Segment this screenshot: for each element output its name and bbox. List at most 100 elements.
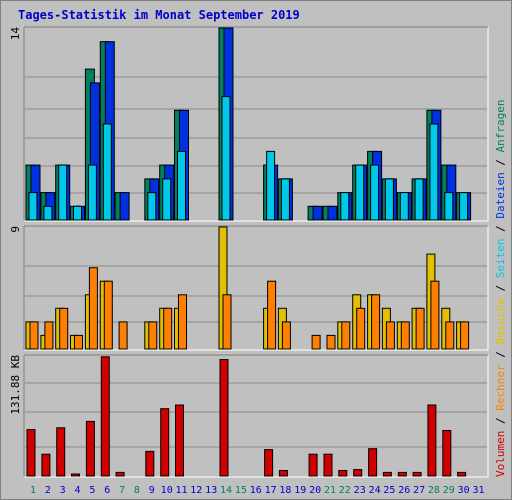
bar-volumen-day-29 [442, 430, 452, 477]
x-tick-day-6: 6 [104, 485, 110, 496]
bar-rechner-day-22 [341, 321, 351, 350]
x-tick-day-16: 16 [250, 485, 262, 496]
x-tick-day-17: 17 [265, 485, 277, 496]
bar-rechner-day-26 [400, 321, 410, 350]
bar-seiten-day-2 [43, 205, 53, 221]
bar-volumen-day-26 [397, 471, 407, 477]
x-tick-day-28: 28 [428, 485, 440, 496]
x-tick-day-20: 20 [309, 485, 321, 496]
legend-item-9: / [494, 152, 507, 172]
x-tick-day-22: 22 [339, 485, 351, 496]
bar-rechner-day-9 [148, 321, 158, 350]
bar-seiten-day-11 [177, 150, 186, 221]
bar-volumen-day-11 [175, 404, 184, 477]
bar-dateien-day-20 [312, 205, 323, 221]
bar-volumen-day-9 [145, 450, 155, 477]
bar-rechner-day-7 [118, 321, 128, 350]
x-tick-day-7: 7 [119, 485, 125, 496]
bar-seiten-day-9 [147, 192, 157, 221]
x-tick-day-13: 13 [205, 485, 217, 496]
bar-seiten-day-10 [162, 178, 172, 221]
bar-volumen-day-2 [41, 453, 51, 477]
bottom-max-label: 131.88 KB [9, 355, 22, 415]
bar-seiten-day-3 [58, 164, 68, 221]
x-tick-day-26: 26 [398, 485, 410, 496]
bar-seiten-day-4 [73, 205, 82, 221]
x-tick-day-19: 19 [294, 485, 306, 496]
bar-seiten-day-5 [87, 164, 97, 221]
bar-seiten-day-14 [221, 96, 231, 221]
bar-volumen-day-7 [115, 471, 125, 477]
bar-volumen-day-24 [368, 448, 378, 477]
chart-title: Tages-Statistik im Monat September 2019 [18, 8, 300, 22]
legend-item-6: Seiten [494, 239, 507, 279]
bar-rechner-day-25 [385, 321, 395, 350]
bar-volumen-day-30 [457, 471, 467, 477]
legend-item-5: / [494, 278, 507, 298]
bar-volumen-day-10 [160, 408, 170, 477]
bar-volumen-day-20 [308, 453, 318, 477]
bar-rechner-day-27 [415, 307, 425, 350]
legend-item-7: / [494, 219, 507, 239]
bar-rechner-day-18 [281, 321, 291, 350]
bar-seiten-day-26 [399, 192, 409, 221]
bar-seiten-day-6 [102, 123, 112, 221]
bar-volumen-day-17 [264, 449, 274, 477]
bar-rechner-day-4 [74, 334, 83, 350]
bar-volumen-day-21 [323, 453, 333, 477]
legend-item-10: Anfragen [494, 99, 507, 152]
top-max-label: 14 [9, 27, 22, 41]
bar-volumen-day-1 [26, 429, 36, 477]
legend-item-8: Dateien [494, 172, 507, 218]
bar-volumen-day-27 [412, 471, 422, 477]
x-tick-day-30: 30 [458, 485, 470, 496]
x-tick-day-27: 27 [413, 485, 425, 496]
bar-volumen-day-3 [56, 427, 66, 477]
bar-seiten-day-28 [429, 123, 439, 221]
x-tick-day-1: 1 [30, 485, 36, 496]
bar-seiten-day-27 [414, 178, 424, 221]
bar-rechner-day-21 [326, 334, 336, 350]
bar-seiten-day-18 [280, 178, 290, 221]
bar-seiten-day-24 [370, 164, 380, 221]
bar-volumen-day-6 [100, 356, 110, 477]
bar-volumen-day-4 [71, 473, 80, 477]
bar-rechner-day-5 [88, 267, 98, 350]
x-tick-day-11: 11 [175, 485, 187, 496]
legend-item-4: Besuche [494, 298, 507, 344]
x-tick-day-21: 21 [324, 485, 336, 496]
bar-seiten-day-29 [444, 192, 454, 221]
bar-volumen-day-28 [427, 404, 437, 477]
x-tick-day-31: 31 [472, 485, 484, 496]
bar-rechner-day-2 [44, 321, 54, 350]
bar-rechner-day-24 [371, 294, 381, 350]
legend-item-2: Rechner [494, 364, 507, 411]
bar-rechner-day-3 [59, 307, 69, 350]
bar-rechner-day-28 [430, 280, 440, 350]
bar-rechner-day-11 [178, 294, 187, 350]
x-tick-day-4: 4 [74, 485, 80, 496]
legend-item-1: / [494, 411, 507, 431]
bar-volumen-day-22 [338, 470, 348, 477]
bar-volumen-day-5 [85, 420, 95, 477]
bar-rechner-day-6 [103, 280, 113, 350]
x-tick-day-18: 18 [279, 485, 291, 496]
bar-volumen-day-23 [353, 469, 363, 477]
x-tick-day-9: 9 [149, 485, 155, 496]
bar-rechner-day-14 [222, 294, 232, 350]
bar-rechner-day-10 [163, 307, 173, 350]
bar-dateien-day-7 [119, 192, 130, 221]
x-tick-day-8: 8 [134, 485, 140, 496]
bar-seiten-day-22 [340, 192, 350, 221]
bar-volumen-day-25 [382, 471, 392, 477]
x-tick-day-2: 2 [45, 485, 51, 496]
middle-max-label: 9 [9, 226, 22, 233]
bar-seiten-day-17 [266, 150, 276, 221]
bar-seiten-day-1 [28, 192, 38, 221]
bar-rechner-day-1 [29, 321, 39, 350]
x-tick-day-14: 14 [220, 485, 232, 496]
legend-item-3: / [494, 345, 507, 365]
x-tick-day-12: 12 [190, 485, 202, 496]
x-tick-day-29: 29 [443, 485, 455, 496]
